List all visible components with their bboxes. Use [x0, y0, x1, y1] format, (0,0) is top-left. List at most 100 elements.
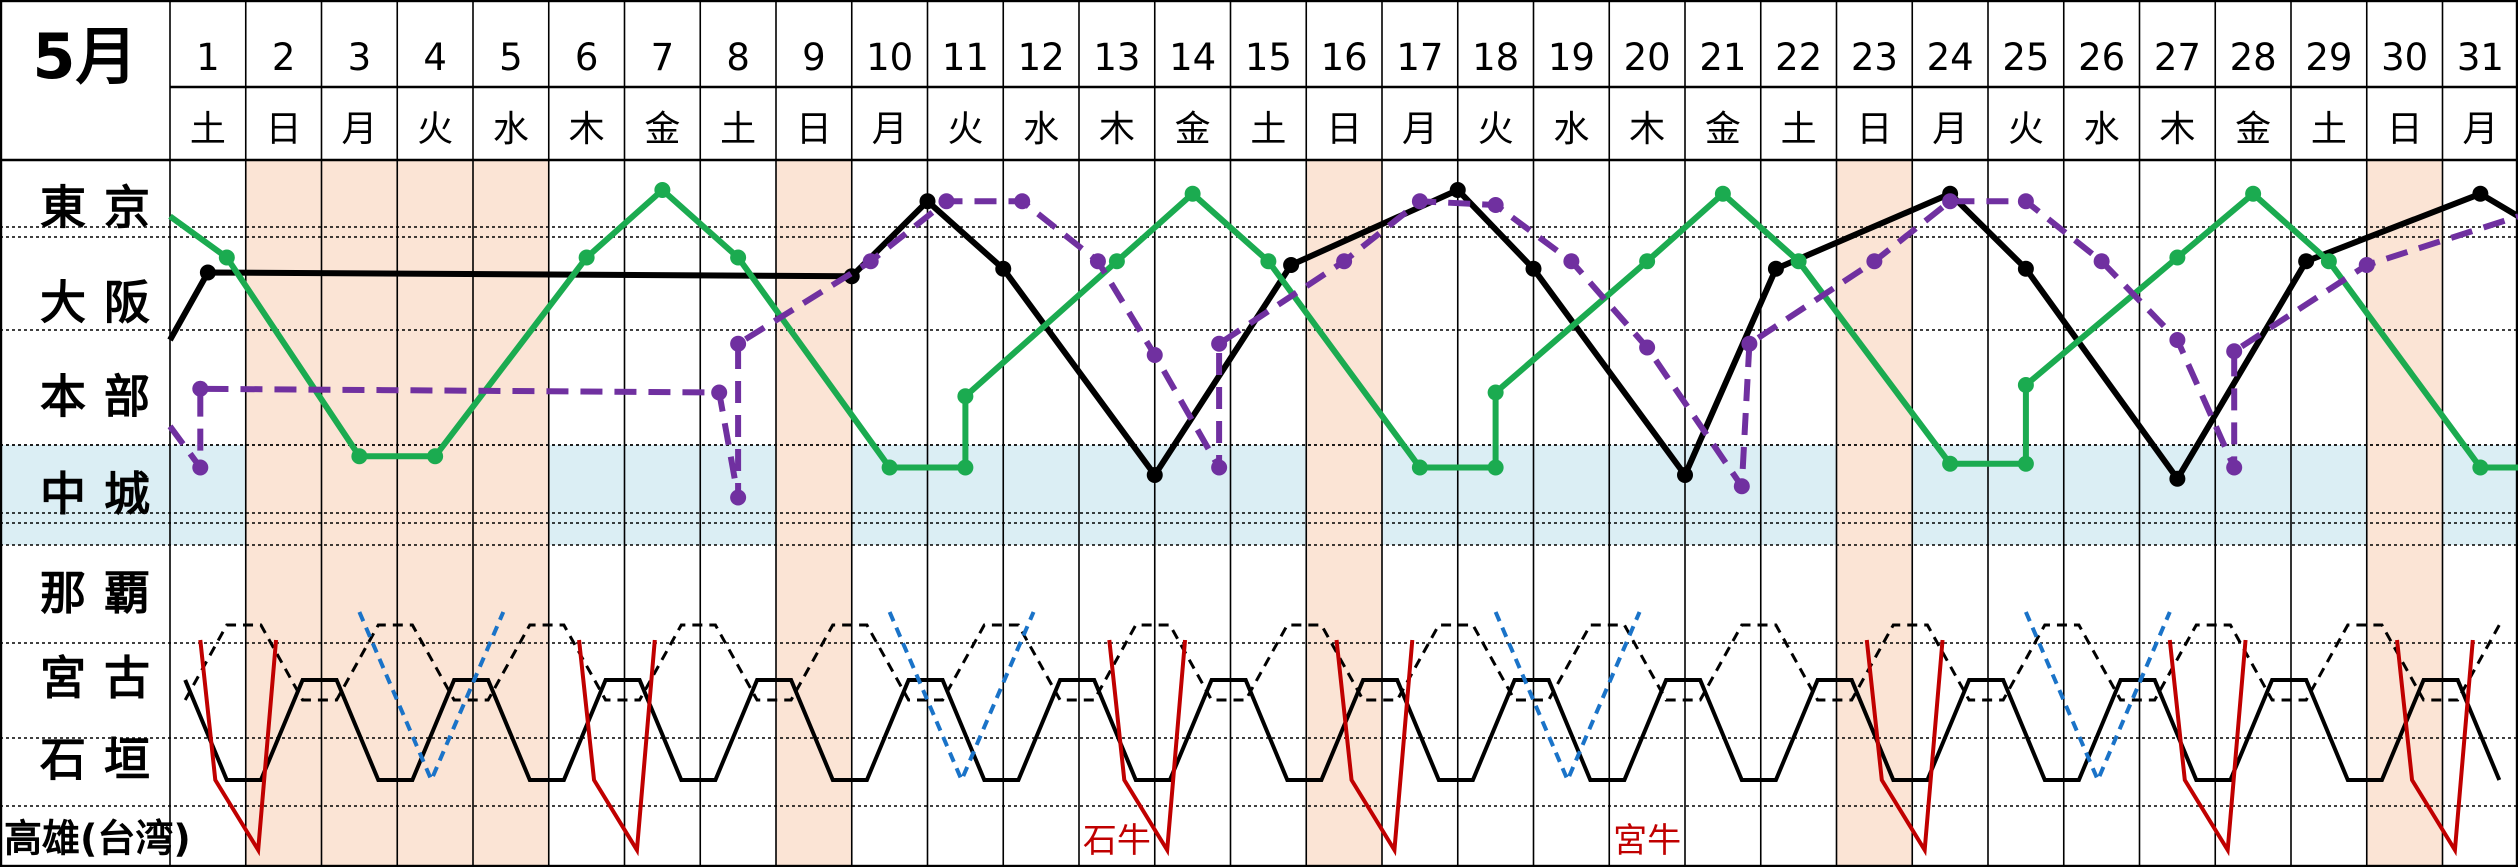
weekday-label: 火: [1478, 109, 1514, 150]
row-label: 高雄(台湾): [4, 817, 191, 861]
kaohsiung-route-line: [2167, 639, 2248, 857]
route-stop: [881, 459, 898, 476]
route-stop: [957, 459, 974, 476]
day-number: 2: [272, 36, 296, 79]
route-stop: [578, 249, 595, 266]
weekday-label: 月: [872, 109, 908, 150]
day-number: 19: [1548, 36, 1595, 79]
day-number: 18: [1472, 36, 1519, 79]
weekday-label: 日: [1326, 109, 1362, 150]
weekday-label: 日: [1856, 109, 1892, 150]
route-stop: [1014, 193, 1031, 210]
day-number: 1: [196, 36, 220, 79]
day-number: 20: [1624, 36, 1671, 79]
route-stop: [2298, 253, 2315, 270]
holiday-naha-cell: [245, 445, 322, 545]
day-number: 15: [1245, 36, 1292, 79]
row-label: 本部: [40, 370, 168, 424]
weekday-label: 木: [569, 109, 605, 150]
route-stop: [1211, 459, 1228, 476]
weekday-label: 土: [720, 109, 756, 150]
route-stop: [2472, 459, 2489, 476]
route-stop: [1089, 253, 1106, 270]
month-title: 5月: [32, 20, 137, 93]
weekday-label: 土: [2311, 109, 2347, 150]
day-number: 21: [1699, 36, 1746, 79]
route-stop: [2226, 459, 2243, 476]
day-number: 30: [2381, 36, 2428, 79]
blue-route-line: [1493, 611, 1642, 786]
day-number: 3: [348, 36, 372, 79]
route-stop: [2093, 253, 2110, 270]
route-stop: [199, 264, 216, 281]
route-stop: [1487, 459, 1504, 476]
route-stop: [1260, 253, 1277, 270]
weekday-label: 木: [1099, 109, 1135, 150]
day-number: 8: [726, 36, 750, 79]
row-label: 中城: [40, 467, 168, 521]
route-stop: [2169, 249, 2186, 266]
route-stop: [1146, 347, 1163, 363]
day-number: 23: [1851, 36, 1898, 79]
route-stop: [2472, 185, 2489, 202]
row-label: 宮古: [40, 651, 168, 705]
weekday-label: 水: [1023, 109, 1059, 150]
route-stop: [1108, 253, 1125, 270]
weekday-label: 月: [1932, 109, 1968, 150]
day-number: 9: [802, 36, 826, 79]
blue-route-line: [2024, 611, 2172, 786]
route-stop: [1639, 253, 1656, 270]
route-stop: [2017, 260, 2034, 277]
route-stop: [1767, 260, 1784, 277]
route-stop: [1942, 455, 1959, 472]
route-stop: [1211, 335, 1228, 352]
day-number: 14: [1169, 36, 1216, 79]
route-stop: [862, 253, 879, 270]
route-stop: [1790, 253, 1807, 270]
kaohsiung-route-line: [198, 639, 279, 857]
weekday-label: 水: [493, 109, 529, 150]
kaohsiung-route-line: [1107, 639, 1188, 857]
route-stop: [1714, 185, 1731, 202]
weekday-label: 日: [266, 109, 302, 150]
route-stop: [1487, 384, 1504, 401]
route-stop: [2226, 343, 2243, 360]
day-number: 29: [2305, 36, 2352, 79]
route-stop: [1741, 335, 1758, 352]
weekday-label: 金: [1175, 109, 1211, 150]
day-number: 10: [866, 36, 913, 79]
annotations: 石牛 宮牛: [1083, 821, 1681, 861]
day-number: 31: [2457, 36, 2504, 79]
weekday-label: 水: [2084, 109, 2120, 150]
route-stop: [1563, 253, 1580, 270]
day-number: 13: [1093, 36, 1140, 79]
day-number: 17: [1396, 36, 1443, 79]
blue-route-line: [357, 611, 506, 786]
island-route-line: [183, 678, 2502, 782]
route-stop: [938, 193, 955, 210]
weekday-label: 火: [2008, 109, 2044, 150]
route-stop: [1677, 467, 1693, 483]
day-number: 25: [2002, 36, 2049, 79]
blue-route-line: [887, 611, 1036, 786]
weekday-label: 木: [2159, 109, 2195, 150]
weekday-label: 土: [190, 109, 226, 150]
holiday-naha-cell: [1306, 445, 1382, 545]
day-number: 4: [423, 36, 447, 79]
route-stop: [1411, 459, 1428, 476]
weekday-label: 水: [1553, 109, 1589, 150]
day-number: 28: [2230, 36, 2277, 79]
day-number: 5: [499, 36, 523, 79]
calendar-header: 5月 1土2日3月4火5水6木7金8土9日10月11火12水13木14金15土1…: [32, 20, 2503, 150]
route-stop: [218, 249, 235, 266]
kaohsiung-route-line: [1864, 639, 1945, 857]
weekday-label: 火: [417, 109, 453, 150]
route-stop: [995, 260, 1012, 277]
weekday-label: 土: [1781, 109, 1817, 150]
day-number: 22: [1775, 36, 1822, 79]
weekday-label: 土: [1250, 109, 1286, 150]
day-number: 7: [651, 36, 675, 79]
day-number: 11: [942, 36, 989, 79]
